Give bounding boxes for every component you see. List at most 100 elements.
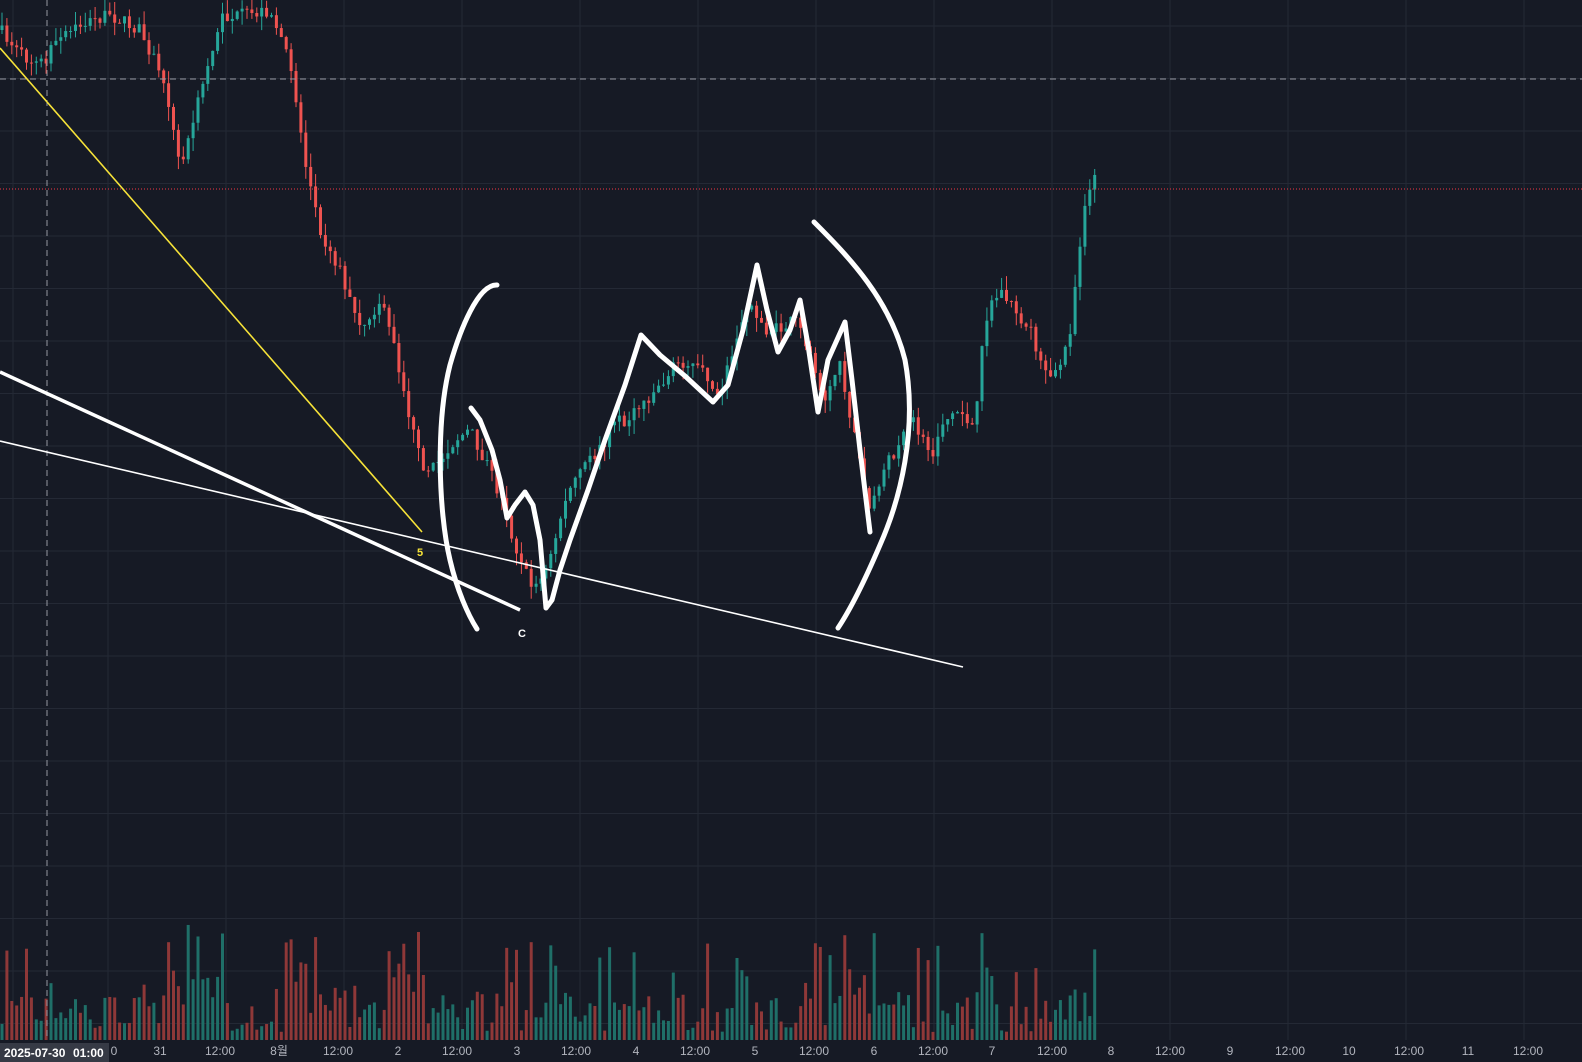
volume-bar xyxy=(691,1027,695,1040)
candle-body xyxy=(441,458,445,463)
yellow-trendline[interactable] xyxy=(0,47,423,533)
volume-bar xyxy=(1093,949,1097,1040)
candle-body xyxy=(309,166,313,187)
candle-body xyxy=(985,320,989,347)
time-axis-tick-label: 3 xyxy=(514,1044,521,1058)
volume-bar xyxy=(137,997,141,1040)
candlestick-series xyxy=(0,0,1097,599)
volume-bar xyxy=(0,1023,4,1040)
candle-body xyxy=(240,8,244,12)
volume-bar xyxy=(132,998,136,1040)
volume-bar xyxy=(583,1015,587,1040)
volume-bar xyxy=(20,996,24,1040)
descending-trendline-thin[interactable] xyxy=(0,440,964,668)
volume-bar xyxy=(372,1002,376,1040)
time-axis-tick-label: 8 xyxy=(1108,1044,1115,1058)
volume-bar xyxy=(216,976,220,1040)
candle-body xyxy=(88,18,92,26)
candle-body xyxy=(363,324,367,326)
volume-bar xyxy=(475,991,479,1040)
descending-trendline-thick[interactable] xyxy=(0,370,521,612)
time-axis-tick-label: 10 xyxy=(1342,1044,1356,1058)
left-parenthesis-stroke[interactable] xyxy=(437,282,500,632)
time-axis-tick-label: 11 xyxy=(1462,1044,1475,1058)
candle-body xyxy=(186,138,190,160)
candle-body xyxy=(255,13,259,17)
candle-body xyxy=(206,66,210,84)
candle-body xyxy=(176,129,180,157)
candle-body xyxy=(284,37,288,50)
candle-body xyxy=(980,346,984,402)
volume-bar xyxy=(314,937,318,1040)
candle-body xyxy=(872,495,876,509)
candle-body xyxy=(647,400,651,403)
candle-body xyxy=(534,583,538,587)
right-parenthesis-stroke[interactable] xyxy=(811,219,912,631)
candle-body xyxy=(1019,313,1023,324)
volume-bar xyxy=(54,1018,58,1040)
volume-bar xyxy=(211,997,215,1040)
candle-body xyxy=(270,15,273,17)
candle-body xyxy=(323,235,327,247)
volume-bar xyxy=(397,963,401,1040)
volume-bar xyxy=(64,1018,68,1040)
candle-body xyxy=(853,417,857,433)
candle-body xyxy=(289,49,293,72)
volume-bar xyxy=(49,983,53,1040)
candle-body xyxy=(348,289,352,298)
crosshair-time-label: 01:00 xyxy=(73,1046,104,1060)
candle-body xyxy=(882,469,886,487)
candle-body xyxy=(662,384,665,386)
volume-bar xyxy=(407,974,411,1040)
time-axis[interactable]: 0 31 12:00 8월 12:00 2 12:00 3 12:00 4 12:00 5 12:00 6… xyxy=(111,1044,1544,1058)
volume-bar xyxy=(436,1012,440,1040)
candle-body xyxy=(666,376,670,385)
candle-body xyxy=(1083,205,1087,247)
volume-bar xyxy=(225,1003,229,1040)
candle-body xyxy=(1063,346,1067,365)
volume-bar xyxy=(818,946,822,1040)
time-axis-tick-label: 8월 xyxy=(270,1044,288,1058)
volume-bar xyxy=(98,1026,102,1040)
candle-body xyxy=(911,417,915,423)
candle-body xyxy=(784,328,788,332)
volume-bar xyxy=(725,1008,729,1040)
volume-bar xyxy=(568,996,572,1040)
candle-body xyxy=(1000,289,1004,298)
volume-bar xyxy=(652,1022,656,1040)
volume-bar xyxy=(637,1010,641,1040)
drawings-layer[interactable] xyxy=(0,47,964,668)
volume-bar xyxy=(720,1031,724,1040)
volume-bar xyxy=(74,999,77,1040)
volume-bar xyxy=(676,997,680,1040)
candle-body xyxy=(372,314,376,320)
candle-body xyxy=(44,58,48,64)
volume-bar xyxy=(147,1006,151,1040)
candle-body xyxy=(294,71,298,103)
volume-bar xyxy=(853,994,857,1040)
candle-body xyxy=(358,312,362,326)
volume-bar xyxy=(279,1031,283,1040)
candle-body xyxy=(1024,323,1028,327)
volume-bar xyxy=(1014,972,1018,1040)
volume-bar xyxy=(892,1004,896,1040)
candle-body xyxy=(338,265,342,267)
candle-body xyxy=(559,518,563,539)
volume-bar xyxy=(1058,1000,1062,1040)
candle-body xyxy=(407,391,411,418)
time-axis-tick-label: 12:00 xyxy=(1513,1044,1543,1058)
volume-bar xyxy=(662,1020,665,1040)
volume-bar xyxy=(181,1004,185,1040)
candle-body xyxy=(250,9,254,14)
price-path-stroke[interactable] xyxy=(468,262,873,611)
volume-bar xyxy=(642,1007,646,1040)
candle-body xyxy=(490,460,494,471)
candle-body xyxy=(69,30,73,32)
volume-bar xyxy=(93,1027,97,1040)
candle-body xyxy=(715,388,719,395)
candle-body xyxy=(833,374,837,387)
volume-bar xyxy=(1063,1019,1067,1040)
candle-body xyxy=(480,449,484,461)
